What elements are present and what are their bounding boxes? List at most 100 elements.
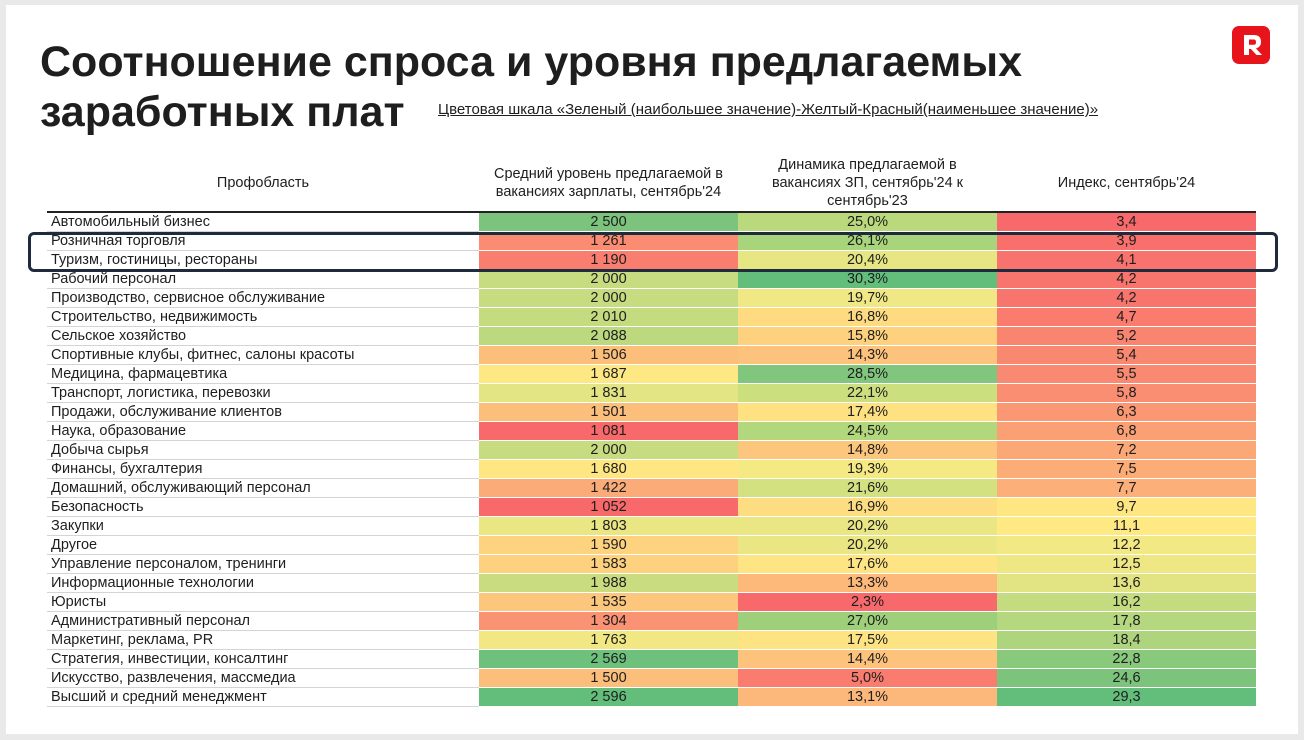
- table-row: Розничная торговля 1 261 26,1% 3,9: [47, 231, 1256, 251]
- page-title: Соотношение спроса и уровня предлагаемых…: [40, 38, 1022, 136]
- salary-cell: 2 000: [479, 269, 738, 289]
- dynamics-cell: 30,3%: [738, 269, 997, 289]
- salary-cell: 1 988: [479, 573, 738, 593]
- table-row: Маркетинг, реклама, PR 1 763 17,5% 18,4: [47, 630, 1256, 650]
- salary-cell: 2 010: [479, 307, 738, 327]
- index-cell: 16,2: [997, 592, 1256, 612]
- index-cell: 5,4: [997, 345, 1256, 365]
- table-row: Добыча сырья 2 000 14,8% 7,2: [47, 440, 1256, 460]
- salary-cell: 1 261: [479, 231, 738, 251]
- salary-cell: 1 583: [479, 554, 738, 574]
- index-cell: 29,3: [997, 687, 1256, 707]
- index-cell: 12,5: [997, 554, 1256, 574]
- profarea-cell: Транспорт, логистика, перевозки: [47, 383, 479, 403]
- index-cell: 4,1: [997, 250, 1256, 270]
- dynamics-cell: 22,1%: [738, 383, 997, 403]
- table-row: Рабочий персонал 2 000 30,3% 4,2: [47, 269, 1256, 289]
- dynamics-cell: 19,7%: [738, 288, 997, 308]
- index-cell: 5,2: [997, 326, 1256, 346]
- salary-cell: 1 304: [479, 611, 738, 631]
- table-row: Стратегия, инвестиции, консалтинг 2 569 14…: [47, 649, 1256, 669]
- table-row: Финансы, бухгалтерия 1 680 19,3% 7,5: [47, 459, 1256, 479]
- table-row: Автомобильный бизнес 2 500 25,0% 3,4: [47, 212, 1256, 232]
- dynamics-cell: 13,3%: [738, 573, 997, 593]
- logo: [1232, 26, 1270, 64]
- dynamics-cell: 14,4%: [738, 649, 997, 669]
- index-cell: 9,7: [997, 497, 1256, 517]
- table-row: Безопасность 1 052 16,9% 9,7: [47, 497, 1256, 517]
- table-row: Информационные технологии 1 988 13,3% 13,6: [47, 573, 1256, 593]
- table-row: Домашний, обслуживающий персонал 1 422 21,…: [47, 478, 1256, 498]
- table-row: Юристы 1 535 2,3% 16,2: [47, 592, 1256, 612]
- header-dynamics: Динамика предлагаемой в вакансиях ЗП, се…: [738, 154, 997, 213]
- profarea-cell: Строительство, недвижимость: [47, 307, 479, 327]
- profarea-cell: Стратегия, инвестиции, консалтинг: [47, 649, 479, 669]
- dynamics-cell: 13,1%: [738, 687, 997, 707]
- index-cell: 6,8: [997, 421, 1256, 441]
- table-row: Продажи, обслуживание клиентов 1 501 17,4%…: [47, 402, 1256, 422]
- index-cell: 7,5: [997, 459, 1256, 479]
- salary-cell: 1 687: [479, 364, 738, 384]
- dynamics-cell: 28,5%: [738, 364, 997, 384]
- salary-cell: 1 052: [479, 497, 738, 517]
- table-row: Искусство, развлечения, массмедиа 1 500 5,…: [47, 668, 1256, 688]
- salary-cell: 1 501: [479, 402, 738, 422]
- profarea-cell: Наука, образование: [47, 421, 479, 441]
- table-row: Спортивные клубы, фитнес, салоны красоты…: [47, 345, 1256, 365]
- index-cell: 12,2: [997, 535, 1256, 555]
- table-row: Высший и средний менеджмент 2 596 13,1% 29,…: [47, 687, 1256, 707]
- profarea-cell: Автомобильный бизнес: [47, 212, 479, 232]
- index-cell: 4,2: [997, 288, 1256, 308]
- dynamics-cell: 16,8%: [738, 307, 997, 327]
- salary-cell: 1 422: [479, 478, 738, 498]
- header-profarea: Профобласть: [47, 154, 479, 213]
- dynamics-cell: 20,2%: [738, 516, 997, 536]
- table-row: Производство, сервисное обслуживание 2 00…: [47, 288, 1256, 308]
- profarea-cell: Административный персонал: [47, 611, 479, 631]
- dynamics-cell: 17,6%: [738, 554, 997, 574]
- dynamics-cell: 20,4%: [738, 250, 997, 270]
- profarea-cell: Другое: [47, 535, 479, 555]
- table-header-row: Профобласть Средний уровень предлагаемой…: [47, 154, 1256, 213]
- index-cell: 22,8: [997, 649, 1256, 669]
- profarea-cell: Рабочий персонал: [47, 269, 479, 289]
- r-letter-icon: [1244, 35, 1262, 55]
- dynamics-cell: 25,0%: [738, 212, 997, 232]
- table-row: Наука, образование 1 081 24,5% 6,8: [47, 421, 1256, 441]
- index-cell: 4,7: [997, 307, 1256, 327]
- dynamics-cell: 5,0%: [738, 668, 997, 688]
- profarea-cell: Розничная торговля: [47, 231, 479, 251]
- salary-cell: 1 535: [479, 592, 738, 612]
- profarea-cell: Домашний, обслуживающий персонал: [47, 478, 479, 498]
- index-cell: 3,4: [997, 212, 1256, 232]
- salary-cell: 2 596: [479, 687, 738, 707]
- profarea-cell: Медицина, фармацевтика: [47, 364, 479, 384]
- header-salary: Средний уровень предлагаемой в вакансиях…: [479, 154, 738, 213]
- slide: Соотношение спроса и уровня предлагаемых…: [6, 5, 1298, 734]
- index-cell: 24,6: [997, 668, 1256, 688]
- salary-demand-table: Профобласть Средний уровень предлагаемой…: [47, 154, 1256, 707]
- salary-cell: 1 506: [479, 345, 738, 365]
- table-row: Транспорт, логистика, перевозки 1 831 22,1…: [47, 383, 1256, 403]
- dynamics-cell: 19,3%: [738, 459, 997, 479]
- profarea-cell: Высший и средний менеджмент: [47, 687, 479, 707]
- salary-cell: 1 190: [479, 250, 738, 270]
- profarea-cell: Юристы: [47, 592, 479, 612]
- table-row: Сельское хозяйство 2 088 15,8% 5,2: [47, 326, 1256, 346]
- table-row: Административный персонал 1 304 27,0% 17,8: [47, 611, 1256, 631]
- dynamics-cell: 15,8%: [738, 326, 997, 346]
- table-row: Управление персоналом, тренинги 1 583 17,6…: [47, 554, 1256, 574]
- profarea-cell: Искусство, развлечения, массмедиа: [47, 668, 479, 688]
- index-cell: 17,8: [997, 611, 1256, 631]
- table-row: Другое 1 590 20,2% 12,2: [47, 535, 1256, 555]
- dynamics-cell: 17,4%: [738, 402, 997, 422]
- salary-cell: 1 831: [479, 383, 738, 403]
- index-cell: 18,4: [997, 630, 1256, 650]
- table-row: Строительство, недвижимость 2 010 16,8% 4,7: [47, 307, 1256, 327]
- salary-cell: 1 803: [479, 516, 738, 536]
- index-cell: 6,3: [997, 402, 1256, 422]
- index-cell: 13,6: [997, 573, 1256, 593]
- index-cell: 11,1: [997, 516, 1256, 536]
- salary-cell: 1 500: [479, 668, 738, 688]
- table-row: Туризм, гостиницы, рестораны 1 190 20,4% 4,…: [47, 250, 1256, 270]
